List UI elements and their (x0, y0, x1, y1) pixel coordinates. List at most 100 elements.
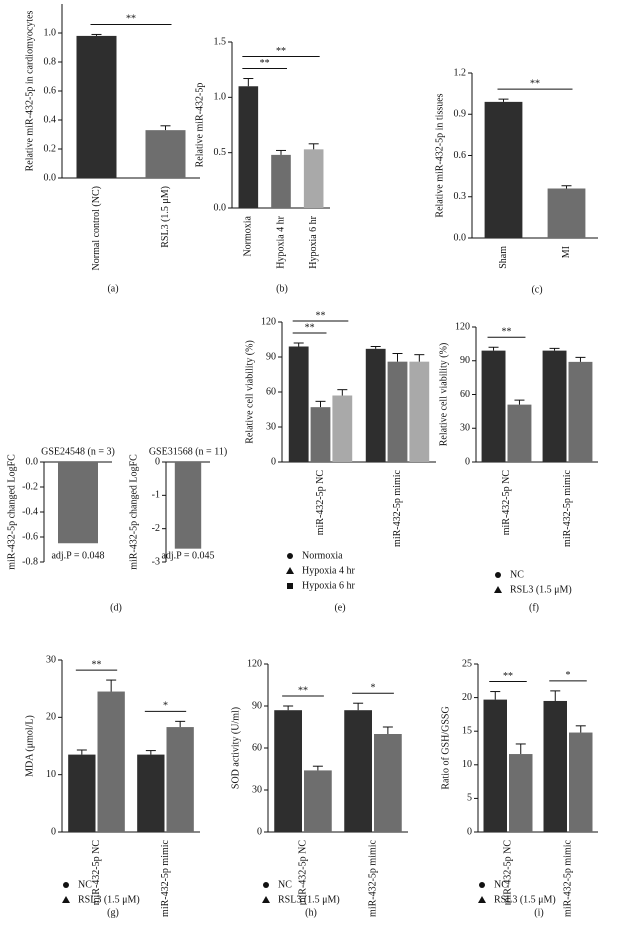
y-tick-label: 30 (46, 654, 56, 665)
legend-label: RSL3 (1.5 μM) (510, 584, 572, 595)
y-tick-label: 0.9 (454, 109, 467, 120)
y-tick-label: 15 (462, 725, 472, 736)
legend-marker (494, 586, 502, 593)
bar (543, 700, 567, 832)
bar (507, 404, 532, 462)
significance-label: * (566, 670, 571, 681)
y-axis-label: Relative miR-432-5p (194, 83, 205, 168)
x-tick-label: RSL3 (1.5 μM) (160, 186, 171, 248)
significance-label: ** (298, 685, 308, 696)
y-tick-label: 25 (462, 658, 472, 669)
y-tick-label: 60 (266, 386, 276, 397)
y-tick-label: 0.6 (454, 150, 467, 161)
bar (166, 727, 194, 832)
y-tick-label: 20 (46, 712, 56, 723)
significance-label: ** (502, 327, 512, 338)
y-axis-label: Ratio of GSH/GSSG (440, 706, 451, 789)
bar (568, 361, 593, 462)
y-tick-label: 10 (462, 759, 472, 770)
bar (547, 188, 586, 238)
y-axis-label: Relative cell viability (%) (438, 343, 449, 447)
bar (374, 734, 402, 832)
panel-label: (e) (334, 602, 345, 613)
x-tick-label: miR-432-5p NC (297, 840, 308, 906)
y-tick-label: 120 (455, 321, 470, 332)
panel-label: (g) (107, 907, 119, 918)
y-tick-label: 1.2 (454, 67, 467, 78)
y-tick-label: 0 (257, 826, 262, 837)
y-tick-label: 0.3 (454, 191, 467, 202)
x-tick-label: Normoxia (243, 215, 254, 256)
legend-marker (263, 882, 269, 888)
legend-marker (478, 896, 486, 903)
y-axis-label: Relative cell viability (%) (244, 340, 255, 444)
significance-label: ** (92, 659, 102, 670)
y-tick-label: 0.0 (214, 202, 227, 213)
y-tick-label: 0 (51, 826, 56, 837)
bar (58, 462, 98, 544)
panel-label: (d) (110, 602, 122, 613)
significance-label: ** (316, 310, 326, 321)
legend-label: Hypoxia 6 hr (302, 580, 355, 591)
legend-marker (495, 572, 501, 578)
bar (509, 754, 533, 832)
y-tick-label: 1.0 (44, 27, 57, 38)
x-tick-label: MI (561, 246, 572, 258)
y-tick-label: 30 (460, 423, 470, 434)
annotation: adj.P = 0.048 (51, 550, 104, 561)
significance-label: ** (276, 46, 286, 57)
y-tick-label: 90 (252, 700, 262, 711)
significance-label: ** (126, 14, 136, 25)
y-tick-label: 0.8 (44, 56, 57, 67)
bar (271, 154, 291, 208)
significance-label: ** (305, 322, 315, 333)
legend-marker (479, 882, 485, 888)
y-tick-label: 0.6 (44, 85, 57, 96)
bar (238, 86, 259, 208)
legend-label: RSL3 (1.5 μM) (278, 894, 340, 905)
legend-label: RSL3 (1.5 μM) (494, 894, 556, 905)
y-tick-label: -2 (152, 523, 160, 534)
legend-label: NC (278, 879, 292, 890)
legend-marker (286, 567, 294, 574)
x-tick-label: miR-432-5p NC (91, 840, 102, 906)
panel-label: (h) (305, 907, 317, 918)
y-tick-label: 5 (467, 793, 472, 804)
y-tick-label: -1 (152, 490, 160, 501)
y-axis-label: Relative miR-432-5p in tissues (434, 93, 445, 217)
significance-label: ** (260, 58, 270, 69)
legend-label: RSL3 (1.5 μM) (78, 894, 140, 905)
y-tick-label: -0.6 (22, 531, 38, 542)
legend-label: Hypoxia 4 hr (302, 565, 355, 576)
y-tick-label: 0 (155, 456, 160, 467)
x-tick-label: miR-432-5p mimic (160, 839, 171, 917)
y-tick-label: 0.0 (454, 232, 467, 243)
y-tick-label: 60 (460, 389, 470, 400)
bar (97, 691, 125, 832)
panel-title: GSE24548 (n = 3) (41, 446, 115, 457)
bar (387, 361, 408, 462)
x-tick-label: Normal control (NC) (91, 186, 102, 270)
y-tick-label: 90 (266, 351, 276, 362)
y-tick-label: 0 (467, 826, 472, 837)
significance-label: ** (530, 78, 540, 89)
y-tick-label: 20 (462, 692, 472, 703)
x-tick-label: Hypoxia 4 hr (275, 215, 286, 268)
bar (481, 350, 506, 462)
y-tick-label: -0.8 (22, 556, 38, 567)
bar (542, 350, 567, 462)
y-tick-label: -0.2 (22, 481, 38, 492)
y-tick-label: 0.4 (44, 114, 57, 125)
bar (174, 462, 202, 549)
bar (409, 361, 430, 462)
bar (304, 770, 332, 832)
y-tick-label: 0 (271, 456, 276, 467)
x-tick-label: Hypoxia 6 hr (308, 215, 319, 268)
y-tick-label: -3 (152, 556, 160, 567)
bar (288, 346, 309, 462)
y-axis-label: miR-432-5p changed LogFC (6, 454, 17, 570)
bar (76, 35, 117, 179)
x-tick-label: Sham (498, 246, 509, 269)
panel-label: (i) (534, 907, 543, 918)
y-tick-label: 0.2 (44, 143, 57, 154)
